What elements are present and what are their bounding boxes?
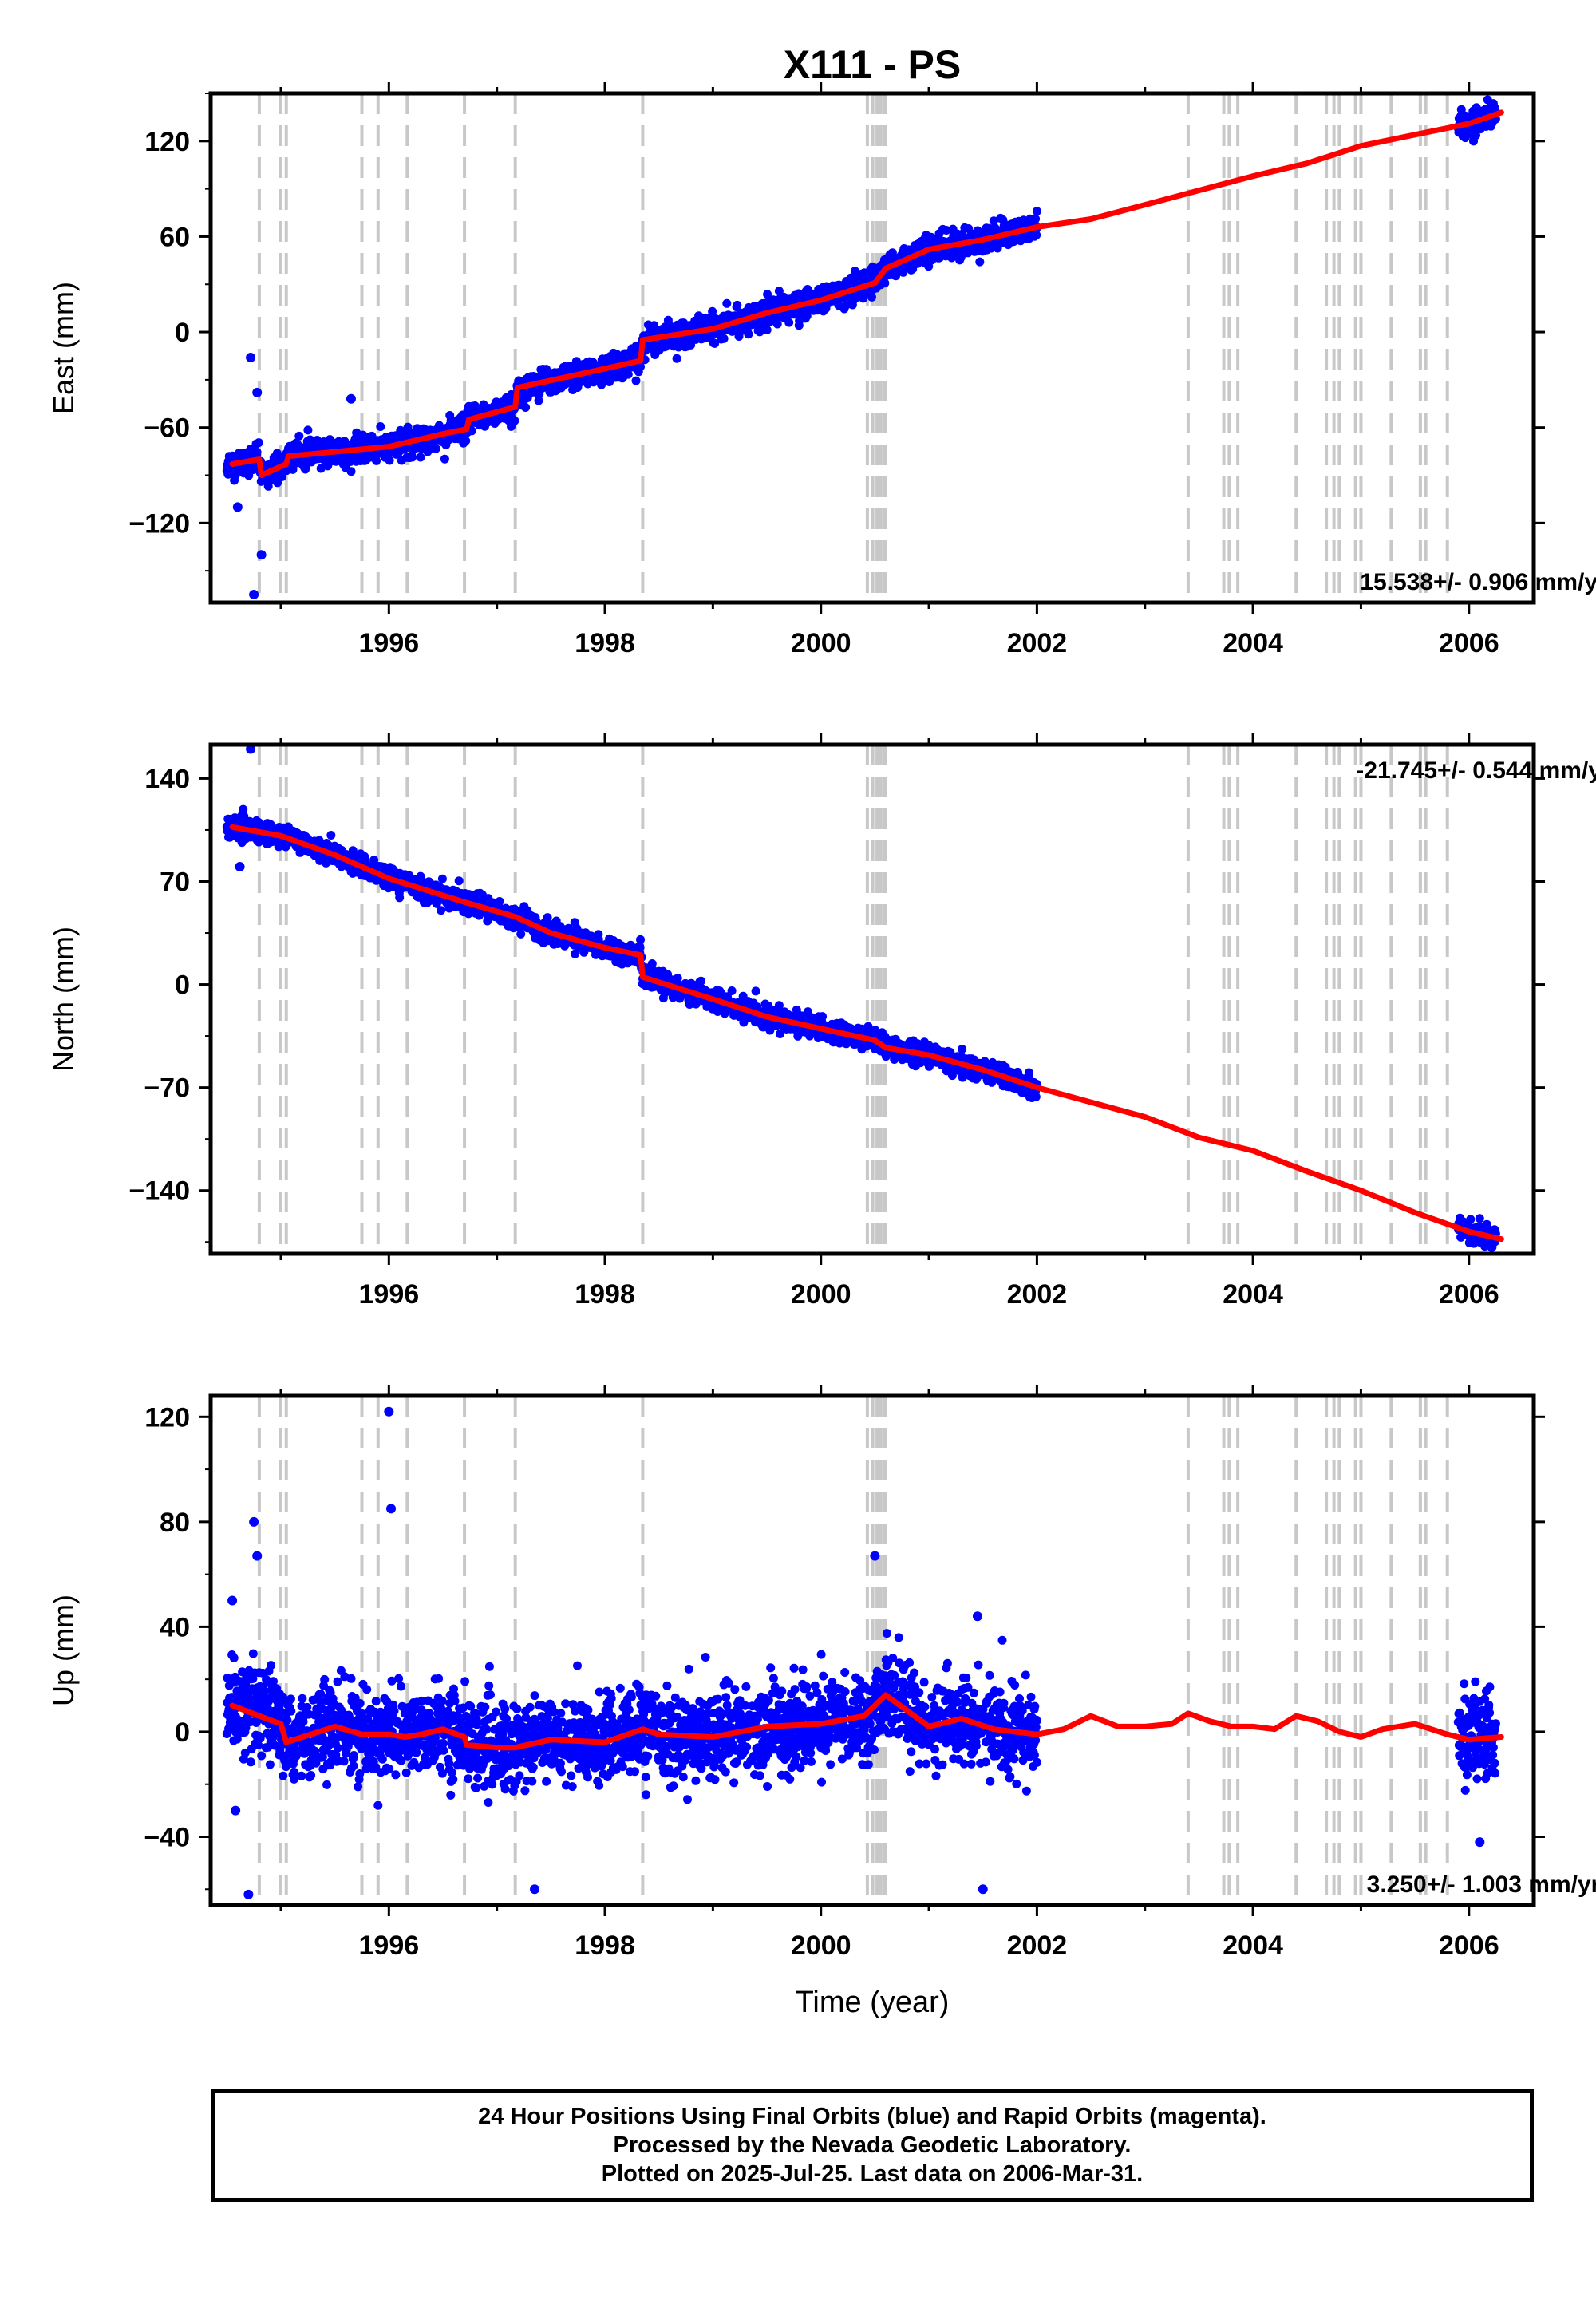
data-point — [385, 456, 394, 465]
data-point — [437, 906, 446, 915]
outlier-point — [249, 590, 259, 600]
x-tick-label: 2000 — [791, 628, 851, 658]
data-point — [461, 436, 471, 445]
data-point — [947, 1071, 957, 1081]
plot-frame — [208, 91, 1536, 605]
data-point — [437, 874, 447, 883]
data-point — [348, 846, 358, 856]
data-point — [989, 216, 998, 226]
y-tick-label: −120 — [128, 508, 190, 539]
panel-east: −120 −60 0 60 120 1996 1998 2000 2002 2004 2006 Eas… — [47, 82, 1596, 658]
data-point — [763, 290, 772, 299]
y-axis-label: East (mm) — [47, 282, 80, 414]
y-tick-label: 0 — [175, 318, 190, 348]
model-line — [229, 109, 1504, 478]
data-point — [631, 376, 641, 385]
outlier-point — [346, 393, 356, 404]
data-point — [727, 986, 737, 995]
data-point — [372, 456, 381, 465]
x-tick-label: 2002 — [1007, 628, 1068, 658]
data-point — [803, 1007, 812, 1017]
data-point — [776, 1030, 784, 1038]
data-point — [454, 876, 464, 886]
data-point — [346, 467, 356, 476]
data-point — [975, 257, 985, 267]
x-axis-label: Time (year) — [796, 1986, 950, 2019]
y-tick-label: 120 — [144, 127, 190, 157]
plot-area-north — [222, 745, 1504, 1254]
data-point — [252, 448, 262, 456]
data-point — [440, 454, 449, 464]
data-point — [316, 464, 326, 473]
data-point — [408, 453, 417, 462]
outlier-point — [246, 352, 256, 362]
rate-label: 15.538+/- 0.906 mm/yr — [1360, 569, 1596, 595]
data-point — [303, 425, 313, 435]
data-point — [1032, 207, 1041, 216]
plot-area-east — [222, 93, 1504, 603]
data-point — [635, 943, 645, 952]
data-point — [495, 897, 504, 906]
data-point — [719, 334, 729, 343]
chart-title: X111 - PS — [784, 42, 961, 87]
data-point — [431, 444, 440, 453]
data-point — [376, 422, 385, 431]
data-point — [521, 403, 531, 412]
data-point — [765, 1026, 775, 1035]
data-point — [1031, 214, 1041, 223]
data-point — [636, 935, 645, 944]
data-point — [1032, 231, 1041, 239]
data-point — [762, 325, 772, 334]
outlier-point — [232, 502, 243, 512]
x-tick-label: 2004 — [1223, 628, 1283, 658]
data-point — [880, 279, 890, 288]
data-point — [867, 292, 876, 302]
panels: −120 −60 0 60 120 1996 1998 2000 2002 2004 2006 Eas… — [47, 82, 1596, 1961]
data-point — [957, 251, 966, 260]
data-point — [818, 1012, 828, 1022]
data-point — [239, 804, 248, 814]
data-point — [510, 416, 519, 425]
data-point — [623, 370, 633, 379]
data-point — [294, 431, 304, 441]
outlier-point — [256, 550, 267, 560]
data-point — [784, 318, 794, 327]
data-point — [597, 380, 606, 389]
data-point — [416, 453, 425, 462]
outlier-point — [252, 387, 263, 397]
x-tick-label: 1998 — [575, 628, 635, 658]
data-point — [708, 306, 717, 316]
data-point — [744, 330, 753, 339]
data-point — [254, 438, 263, 448]
data-point — [589, 377, 598, 387]
data-point — [1472, 131, 1480, 140]
data-point — [772, 319, 782, 329]
data-point — [1460, 133, 1470, 143]
x-tick-label: 1996 — [359, 628, 420, 658]
data-point — [326, 831, 336, 840]
data-point — [751, 986, 760, 996]
data-point — [571, 949, 580, 958]
data-point — [774, 1001, 784, 1010]
data-point — [605, 377, 614, 386]
data-point — [753, 1002, 762, 1012]
x-tick-label: 2006 — [1439, 628, 1499, 658]
data-point — [733, 300, 742, 310]
data-point — [942, 226, 951, 235]
data-point — [697, 976, 705, 986]
data-point — [516, 929, 526, 939]
data-point — [710, 338, 720, 348]
y-tick-label: 60 — [160, 222, 190, 252]
data-point — [231, 471, 240, 480]
data-point — [647, 959, 657, 968]
data-point — [395, 893, 405, 903]
y-tick-label: −60 — [144, 413, 190, 444]
data-point — [722, 298, 732, 308]
data-point — [636, 362, 645, 371]
data-point — [672, 354, 681, 363]
